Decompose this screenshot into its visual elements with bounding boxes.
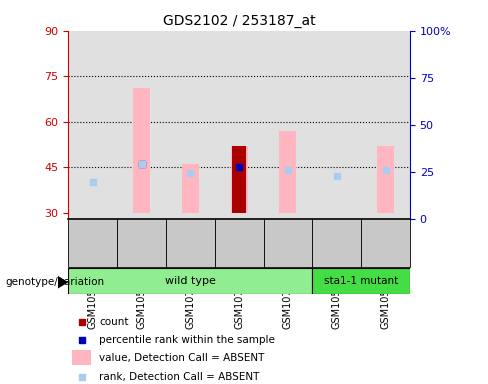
Text: value, Detection Call = ABSENT: value, Detection Call = ABSENT (100, 353, 265, 363)
Bar (264, 219, 312, 267)
Text: rank, Detection Call = ABSENT: rank, Detection Call = ABSENT (100, 372, 260, 382)
Text: genotype/variation: genotype/variation (5, 277, 104, 287)
Bar (182, 164, 199, 213)
Bar (361, 219, 410, 267)
Bar (312, 219, 361, 267)
Bar (312, 268, 410, 294)
Bar (133, 88, 150, 213)
Bar (73, 350, 91, 365)
Text: wild type: wild type (165, 276, 216, 286)
Bar (230, 146, 248, 213)
Bar (117, 219, 166, 267)
Bar (377, 146, 394, 213)
Bar (232, 146, 246, 213)
Text: count: count (100, 316, 129, 326)
Polygon shape (58, 276, 68, 289)
Text: sta1-1 mutant: sta1-1 mutant (324, 276, 398, 286)
Bar (68, 268, 312, 294)
Bar (279, 131, 297, 213)
Bar (166, 219, 215, 267)
Bar (215, 219, 264, 267)
Text: percentile rank within the sample: percentile rank within the sample (100, 334, 275, 345)
Title: GDS2102 / 253187_at: GDS2102 / 253187_at (163, 14, 315, 28)
Bar (68, 219, 117, 267)
